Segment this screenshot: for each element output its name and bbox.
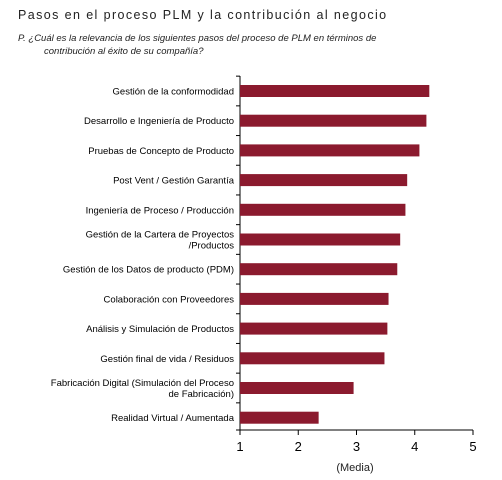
category-label: Gestión final de vida / Residuos	[100, 354, 234, 365]
category-label: Fabricación Digital (Simulación del Proc…	[51, 378, 234, 389]
bar-11	[240, 382, 354, 394]
bar-4	[240, 174, 408, 187]
x-tick-label: 1	[236, 439, 243, 454]
category-label: Pruebas de Concepto de Producto	[88, 146, 234, 157]
chart-question: P. ¿Cuál es la relevancia de los siguien…	[18, 32, 438, 58]
bar-5	[240, 203, 406, 216]
bar-1	[240, 85, 430, 97]
x-tick-label: 4	[411, 439, 418, 454]
question-line-1: P. ¿Cuál es la relevancia de los siguien…	[18, 33, 377, 44]
category-label: Realidad Virtual / Aumentada	[111, 413, 235, 424]
x-tick-label: 3	[353, 439, 360, 454]
category-label: Colaboración con Proveedores	[104, 294, 235, 305]
category-label: Gestión de la conformodidad	[113, 87, 234, 98]
x-tick-label: 5	[469, 439, 476, 454]
bar-12	[240, 411, 319, 424]
bar-7	[240, 263, 398, 276]
bar-2	[240, 114, 427, 127]
category-label: Post Vent / Gestión Garantía	[113, 176, 235, 187]
category-label: Análisis y Simulación de Productos	[86, 324, 234, 335]
question-line-2: contribución al éxito de su compañía?	[44, 46, 204, 57]
category-label: de Fabricación)	[169, 389, 234, 400]
category-label: Gestión de los Datos de producto (PDM)	[63, 265, 234, 276]
category-label: /Productos	[189, 241, 235, 252]
bar-6	[240, 233, 401, 246]
bar-8	[240, 292, 389, 305]
bar-10	[240, 352, 385, 365]
category-label: Gestión de la Cartera de Proyectos	[86, 230, 235, 241]
category-label: Desarrollo e Ingeniería de Producto	[84, 116, 234, 127]
chart-title: Pasos en el proceso PLM y la contribució…	[18, 8, 388, 22]
x-tick-label: 2	[295, 439, 302, 454]
bar-3	[240, 144, 420, 157]
bar-9	[240, 322, 388, 335]
x-axis-label: (Media)	[336, 462, 373, 474]
category-label: Ingeniería de Proceso / Producción	[86, 205, 234, 216]
